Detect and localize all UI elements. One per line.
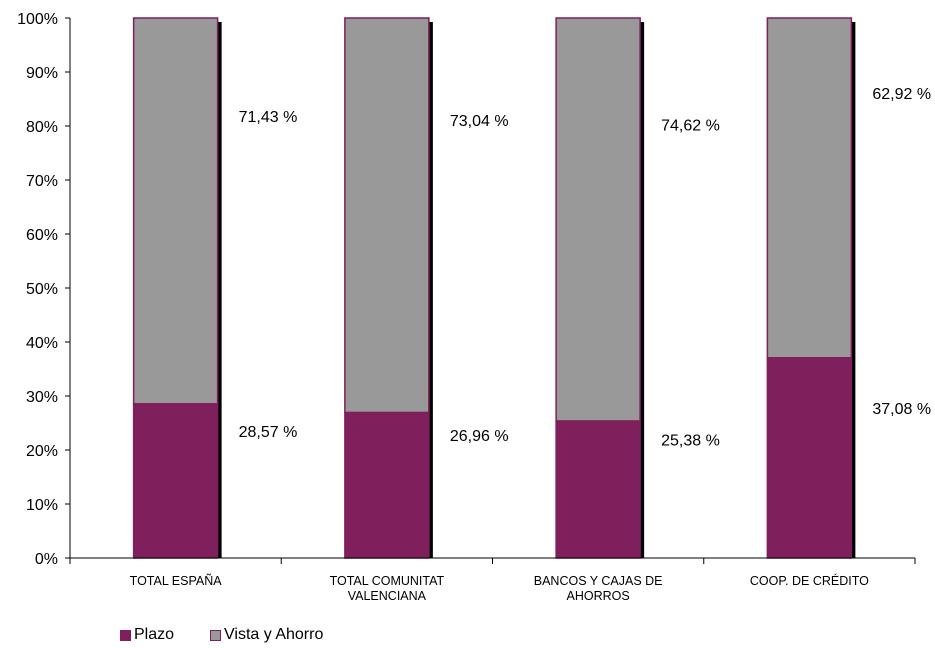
- data-label-plazo: 37,08 %: [872, 401, 931, 418]
- category-label: AHORROS: [567, 589, 630, 603]
- y-tick-label: 20%: [26, 443, 58, 460]
- legend-label-vista-ahorro: Vista y Ahorro: [224, 626, 324, 643]
- legend-item-plazo: Plazo: [120, 626, 174, 644]
- data-label-plazo: 26,96 %: [450, 428, 509, 445]
- data-label-vista-ahorro: 62,92 %: [872, 86, 931, 103]
- y-tick-label: 80%: [26, 119, 58, 136]
- y-tick-label: 50%: [26, 281, 58, 298]
- bar-segment-plazo: [132, 402, 219, 559]
- legend-item-vista-ahorro: Vista y Ahorro: [210, 626, 323, 644]
- bar-segment-plazo: [555, 420, 641, 559]
- data-label-plazo: 25,38 %: [661, 432, 720, 449]
- legend-swatch-vista-ahorro: [210, 629, 222, 641]
- category-label: VALENCIANA: [348, 589, 427, 603]
- legend-swatch-plazo: [120, 629, 131, 641]
- data-label-vista-ahorro: 71,43 %: [239, 109, 298, 126]
- y-tick-label: 30%: [26, 389, 58, 406]
- bar-segment-vista-ahorro: [555, 17, 641, 422]
- bar-segment-vista-ahorro: [132, 17, 219, 405]
- y-tick-label: 60%: [26, 227, 58, 244]
- category-label: TOTAL ESPAÑA: [130, 574, 223, 588]
- bar-segment-plazo: [344, 411, 430, 559]
- category-label: TOTAL COMUNITAT: [330, 574, 445, 588]
- y-tick-label: 90%: [26, 65, 58, 82]
- bar-segment-vista-ahorro: [766, 17, 853, 359]
- category-label: COOP. DE CRÉDITO: [750, 573, 869, 588]
- legend: Plazo Vista y Ahorro: [120, 626, 323, 644]
- bar-segment-plazo: [766, 357, 853, 559]
- legend-label-plazo: Plazo: [134, 626, 175, 643]
- category-label: BANCOS Y CAJAS DE: [534, 574, 663, 588]
- stacked-bar-chart: 0% 10% 20% 30% 40% 50% 60% 70% 80% 90% 100% 28,57 …: [17, 11, 931, 603]
- y-tick-label: 10%: [26, 497, 58, 514]
- y-tick-label: 70%: [26, 173, 58, 190]
- data-label-plazo: 28,57 %: [239, 424, 298, 441]
- y-tick-label: 40%: [26, 335, 58, 352]
- y-tick-label: 0%: [35, 551, 58, 568]
- bar-segment-vista-ahorro: [344, 17, 430, 414]
- data-label-vista-ahorro: 74,62 %: [661, 117, 720, 134]
- y-tick-label: 100%: [17, 11, 58, 28]
- data-label-vista-ahorro: 73,04 %: [450, 113, 509, 130]
